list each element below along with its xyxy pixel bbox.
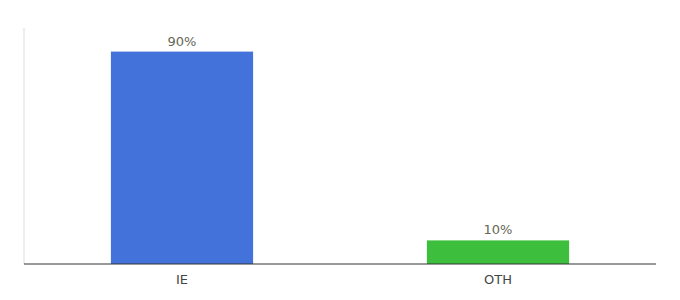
data-label: 90%	[168, 34, 197, 49]
y-axis-line	[24, 28, 25, 264]
data-labels: 90% 10%	[168, 34, 513, 238]
bar	[111, 52, 253, 264]
chart-container: 90% 10% IE OTH	[0, 0, 680, 300]
data-label: 10%	[484, 222, 513, 237]
x-axis-line	[24, 264, 656, 265]
bars	[111, 52, 569, 264]
x-tick-label: IE	[176, 272, 188, 287]
chart-svg: 90% 10% IE OTH	[0, 0, 680, 300]
x-tick-label: OTH	[484, 272, 512, 287]
bar	[427, 240, 569, 264]
page: {"chart_data": {"type": "bar", "categori…	[0, 0, 680, 300]
x-tick-labels: IE OTH	[176, 272, 512, 287]
